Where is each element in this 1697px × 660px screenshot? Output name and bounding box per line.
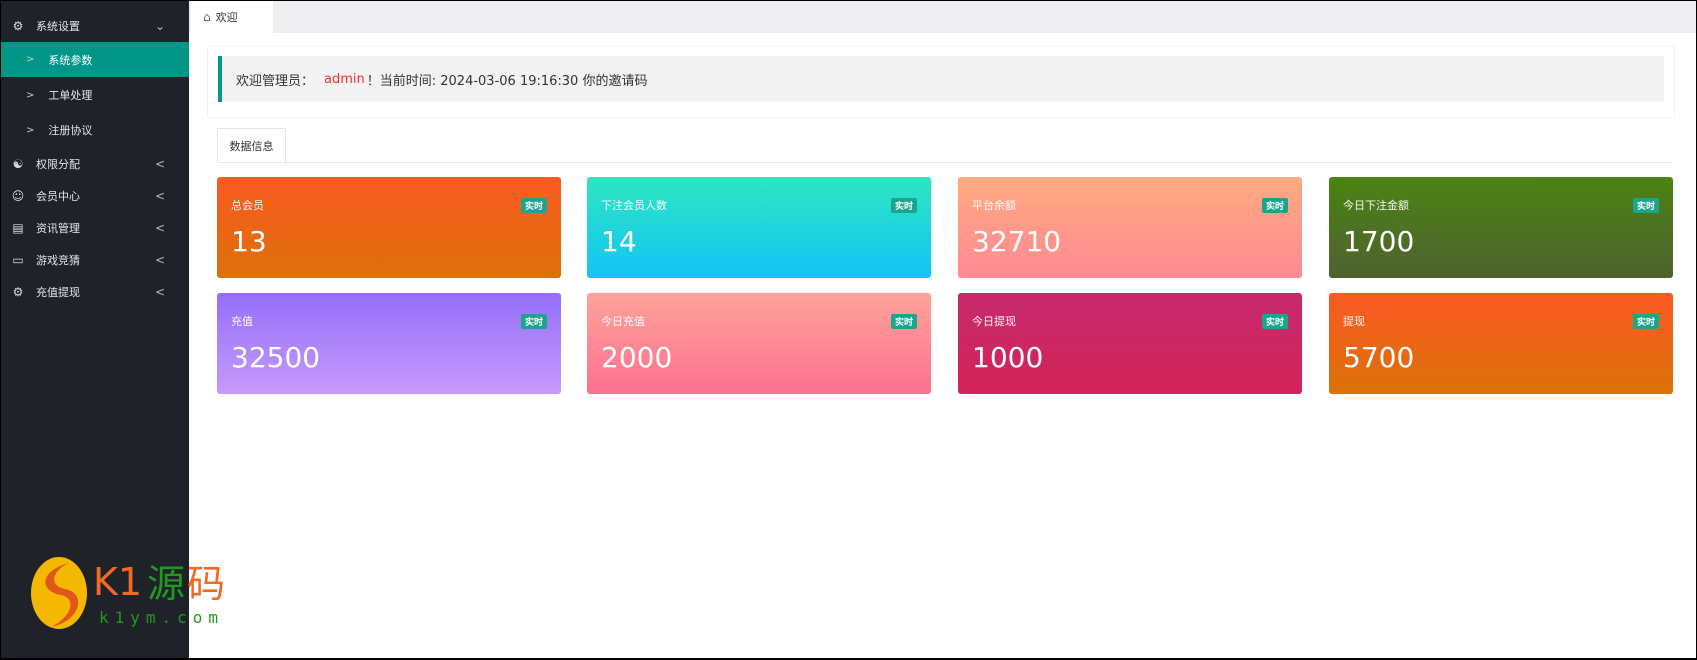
stat-value: 14: [601, 225, 637, 258]
stat-label: 平台余额: [972, 199, 1016, 212]
realtime-badge: 实时: [1632, 198, 1659, 213]
stat-card-today-recharge: 今日充值 2000 实时: [587, 293, 931, 394]
stat-value: 13: [231, 225, 267, 258]
tab-divider: [217, 162, 1673, 163]
stat-label: 提现: [1343, 315, 1365, 328]
welcome-time: ！当前时间: 2024-03-06 19:16:30 你的邀请码: [366, 73, 648, 89]
sidebar-item-label: 权限分配: [36, 158, 80, 171]
chevron-left-icon: <: [154, 157, 165, 171]
sidebar-item-label: 充值提现: [36, 286, 80, 299]
svg-text:k1ym.com: k1ym.com: [99, 608, 224, 627]
sidebar-item-permissions[interactable]: ☯ 权限分配 <: [1, 147, 189, 181]
stat-value: 32500: [231, 341, 321, 374]
chevron-right-icon: >: [26, 124, 35, 136]
stat-label: 今日充值: [601, 315, 645, 328]
svg-text:源: 源: [147, 562, 185, 606]
stat-card-today-withdraw: 今日提现 1000 实时: [958, 293, 1302, 394]
monitor-icon: ▭: [12, 253, 24, 267]
main-content: ⌂ 欢迎 欢迎管理员： admin ！当前时间: 2024-03-06 19:16…: [189, 1, 1696, 658]
chevron-right-icon: >: [26, 89, 35, 101]
gear-icon: ⚙: [12, 19, 24, 33]
welcome-message: 欢迎管理员： admin ！当前时间: 2024-03-06 19:16:30 …: [218, 56, 1664, 102]
realtime-badge: 实时: [520, 198, 547, 213]
realtime-badge: 实时: [890, 198, 917, 213]
stat-value: 2000: [601, 341, 673, 374]
tab-welcome[interactable]: ⌂ 欢迎: [191, 1, 273, 33]
realtime-badge: 实时: [1261, 314, 1288, 329]
sidebar-item-register-agreement[interactable]: > 注册协议: [1, 113, 189, 147]
chevron-down-icon: ⌄: [154, 19, 165, 33]
admin-username: admin: [324, 71, 365, 87]
stat-label: 总会员: [231, 199, 264, 212]
sidebar-item-label: 注册协议: [48, 124, 93, 137]
sidebar-item-label: 系统参数: [48, 53, 93, 67]
stat-card-platform-balance: 平台余额 32710 实时: [958, 177, 1302, 278]
stat-card-withdraw: 提现 5700 实时: [1329, 293, 1673, 394]
welcome-prefix: 欢迎管理员：: [236, 73, 315, 89]
sidebar-item-news[interactable]: ▤ 资讯管理 <: [1, 211, 189, 245]
sidebar-item-label: 游戏竞猜: [36, 254, 80, 267]
realtime-badge: 实时: [1632, 314, 1659, 329]
sidebar-item-games[interactable]: ▭ 游戏竞猜 <: [1, 243, 189, 277]
stat-value: 1700: [1343, 225, 1415, 258]
k1ym-logo: K1 源 码 k1ym.com: [31, 557, 225, 629]
sidebar-item-system-settings[interactable]: ⚙ 系统设置 ⌄: [1, 9, 189, 43]
sidebar-item-label: 系统设置: [36, 20, 80, 33]
stat-card-recharge: 充值 32500 实时: [217, 293, 561, 394]
realtime-badge: 实时: [890, 314, 917, 329]
stat-card-total-members: 总会员 13 实时: [217, 177, 561, 278]
stat-label: 下注会员人数: [601, 199, 667, 212]
user-group-icon: ☯: [12, 157, 24, 171]
news-icon: ▤: [12, 221, 24, 235]
welcome-panel: 欢迎管理员： admin ！当前时间: 2024-03-06 19:16:30 …: [207, 46, 1675, 118]
sidebar-item-recharge-withdraw[interactable]: ⚙ 充值提现 <: [1, 275, 189, 309]
tab-label: 欢迎: [215, 11, 238, 24]
chevron-left-icon: <: [154, 253, 165, 267]
tab-data-info[interactable]: 数据信息: [217, 128, 286, 163]
user-icon: ☺: [11, 189, 25, 203]
stat-card-betting-members: 下注会员人数 14 实时: [587, 177, 931, 278]
stat-label: 今日提现: [972, 315, 1016, 328]
sidebar-item-tickets[interactable]: > 工单处理: [1, 78, 189, 112]
sidebar: ⚙ 系统设置 ⌄ > 系统参数 > 工单处理 > 注册协议 ☯ 权限分配 < ☺ 会员中心 < ▤…: [1, 1, 225, 658]
realtime-badge: 实时: [520, 314, 547, 329]
sidebar-item-label: 会员中心: [36, 190, 80, 203]
svg-text:K1: K1: [93, 560, 142, 604]
sidebar-item-label: 工单处理: [48, 89, 93, 102]
sidebar-item-system-params[interactable]: > 系统参数: [1, 42, 189, 77]
chevron-left-icon: <: [154, 285, 165, 299]
stat-value: 32710: [972, 225, 1062, 258]
stat-label: 今日下注金额: [1343, 199, 1409, 212]
gear-icon: ⚙: [12, 285, 24, 299]
stat-card-today-bet-amount: 今日下注金额 1700 实时: [1329, 177, 1673, 278]
chevron-left-icon: <: [154, 221, 165, 235]
svg-text:码: 码: [187, 562, 225, 606]
tab-bar: ⌂ 欢迎: [189, 1, 1696, 33]
realtime-badge: 实时: [1261, 198, 1288, 213]
chevron-left-icon: <: [154, 189, 165, 203]
stat-value: 5700: [1343, 341, 1415, 374]
stat-label: 充值: [231, 315, 253, 328]
home-icon: ⌂: [203, 10, 211, 24]
sidebar-item-members[interactable]: ☺ 会员中心 <: [1, 179, 189, 213]
chevron-right-icon: >: [26, 54, 35, 65]
stat-value: 1000: [972, 341, 1044, 374]
sidebar-item-label: 资讯管理: [36, 222, 80, 235]
